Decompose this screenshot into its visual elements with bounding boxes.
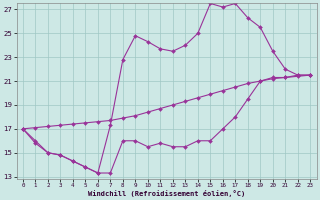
X-axis label: Windchill (Refroidissement éolien,°C): Windchill (Refroidissement éolien,°C) bbox=[88, 190, 245, 197]
